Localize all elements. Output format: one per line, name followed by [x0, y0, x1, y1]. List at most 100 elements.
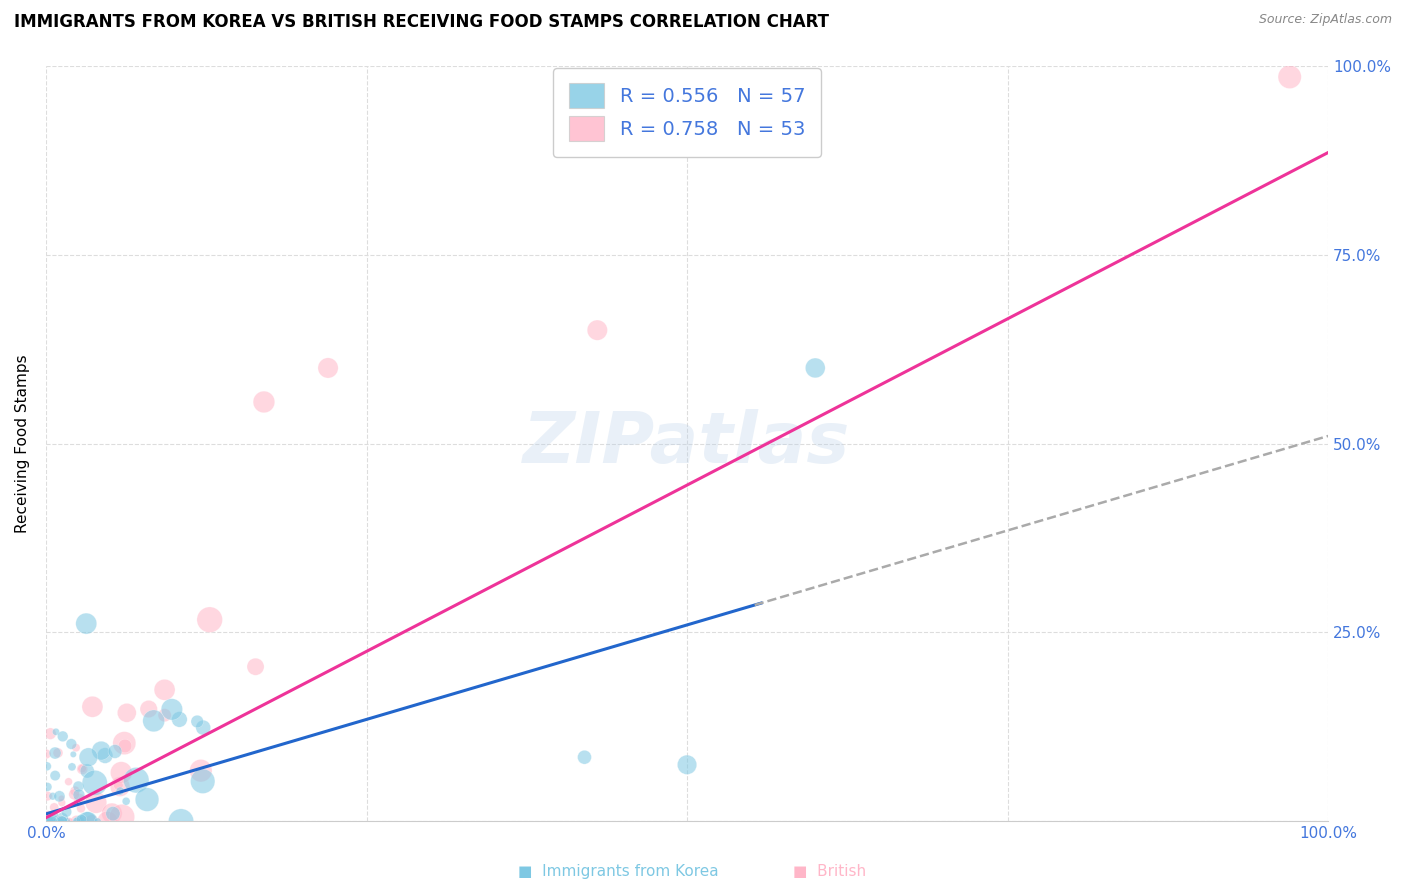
Point: [70, 762, 93, 776]
Point: [1278, 70, 1301, 84]
Point: [586, 323, 609, 337]
Text: IMMIGRANTS FROM KOREA VS BRITISH RECEIVING FOOD STAMPS CORRELATION CHART: IMMIGRANTS FROM KOREA VS BRITISH RECEIVI…: [14, 13, 830, 31]
Point: [676, 757, 699, 772]
Point: [37, 789, 59, 803]
Point: [65, 814, 87, 829]
Point: [110, 765, 132, 780]
Point: [51, 814, 73, 829]
Point: [44, 768, 66, 782]
Point: [52, 730, 75, 744]
Point: [70, 801, 93, 815]
Point: [63, 787, 86, 801]
Point: [104, 744, 127, 758]
Point: [56, 814, 79, 829]
Y-axis label: Receiving Food Stamps: Receiving Food Stamps: [15, 354, 30, 533]
Point: [39, 814, 62, 829]
Legend: R = 0.556   N = 57, R = 0.758   N = 53: R = 0.556 N = 57, R = 0.758 N = 53: [554, 68, 821, 157]
Point: [190, 764, 212, 778]
Point: [111, 810, 134, 824]
Point: [83, 776, 105, 790]
Point: [107, 778, 129, 792]
Point: [38, 814, 60, 829]
Point: [44, 814, 66, 829]
Point: [253, 395, 276, 409]
Point: [65, 740, 87, 755]
Point: [70, 762, 93, 776]
Point: [41, 789, 63, 804]
Point: [44, 807, 66, 822]
Point: [82, 699, 104, 714]
Point: [245, 659, 267, 673]
Point: [51, 812, 73, 826]
Point: [42, 814, 65, 829]
Point: [46, 746, 69, 760]
Point: [193, 721, 215, 735]
Point: [67, 814, 90, 829]
Point: [39, 726, 62, 740]
Point: [153, 682, 176, 697]
Point: [37, 780, 59, 794]
Point: [39, 814, 62, 829]
Point: [70, 813, 93, 827]
Point: [51, 814, 73, 829]
Point: [67, 814, 90, 829]
Text: ■  British: ■ British: [793, 863, 866, 879]
Point: [45, 814, 67, 829]
Point: [186, 714, 208, 729]
Point: [72, 814, 94, 829]
Point: [41, 814, 63, 829]
Point: [90, 744, 112, 758]
Point: [138, 702, 160, 716]
Point: [48, 789, 70, 804]
Point: [44, 746, 66, 760]
Point: [58, 774, 80, 789]
Point: [136, 792, 159, 806]
Point: [198, 613, 221, 627]
Point: [142, 714, 165, 728]
Point: [114, 739, 136, 753]
Point: [101, 806, 124, 821]
Point: [39, 814, 62, 829]
Point: [38, 814, 60, 829]
Point: [153, 708, 176, 723]
Point: [35, 747, 58, 761]
Point: [35, 759, 58, 773]
Text: ■  Immigrants from Korea: ■ Immigrants from Korea: [519, 863, 718, 879]
Point: [67, 780, 90, 794]
Point: [48, 814, 70, 829]
Point: [46, 814, 69, 829]
Point: [67, 788, 90, 802]
Point: [45, 724, 67, 739]
Point: [316, 360, 339, 375]
Point: [77, 750, 100, 764]
Point: [44, 800, 66, 814]
Point: [56, 814, 79, 829]
Point: [60, 760, 83, 774]
Point: [42, 814, 65, 829]
Point: [804, 360, 827, 375]
Point: [115, 794, 138, 808]
Point: [97, 814, 120, 829]
Point: [51, 814, 73, 829]
Point: [86, 814, 108, 829]
Point: [169, 713, 191, 727]
Text: Source: ZipAtlas.com: Source: ZipAtlas.com: [1258, 13, 1392, 27]
Point: [55, 805, 77, 819]
Point: [62, 747, 84, 762]
Point: [80, 814, 103, 829]
Point: [37, 814, 59, 829]
Point: [51, 791, 73, 805]
Point: [38, 814, 60, 829]
Point: [51, 796, 73, 810]
Text: ZIPatlas: ZIPatlas: [523, 409, 851, 478]
Point: [191, 774, 214, 789]
Point: [574, 750, 596, 764]
Point: [94, 748, 117, 763]
Point: [108, 784, 131, 798]
Point: [76, 814, 98, 829]
Point: [115, 706, 138, 720]
Point: [42, 814, 65, 829]
Point: [108, 780, 131, 794]
Point: [125, 773, 148, 788]
Point: [59, 814, 82, 829]
